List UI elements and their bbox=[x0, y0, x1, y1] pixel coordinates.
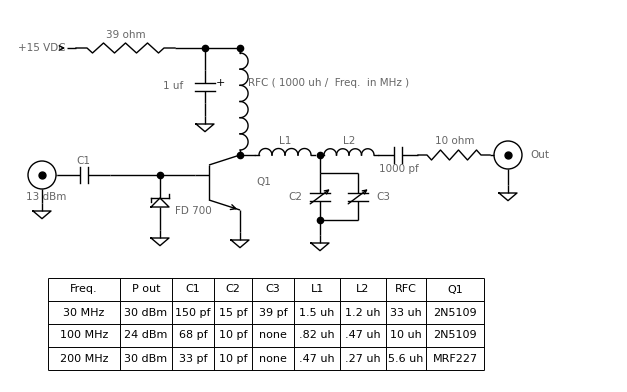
Text: C2: C2 bbox=[288, 192, 302, 201]
Text: 33 pf: 33 pf bbox=[179, 354, 208, 363]
Text: +: + bbox=[215, 78, 224, 87]
Text: L1: L1 bbox=[310, 285, 324, 294]
Text: 13 dBm: 13 dBm bbox=[26, 192, 66, 202]
Text: C3: C3 bbox=[376, 192, 390, 201]
Text: C1: C1 bbox=[186, 285, 201, 294]
Text: +15 VDC: +15 VDC bbox=[18, 43, 66, 53]
Text: .47 uh: .47 uh bbox=[345, 330, 381, 341]
Text: 200 MHz: 200 MHz bbox=[60, 354, 108, 363]
Text: 68 pf: 68 pf bbox=[179, 330, 208, 341]
Text: 1000 pf: 1000 pf bbox=[379, 164, 419, 174]
Text: 150 pf: 150 pf bbox=[176, 307, 211, 318]
Text: Out: Out bbox=[530, 150, 549, 160]
Text: 10 pf: 10 pf bbox=[219, 330, 247, 341]
Text: .82 uh: .82 uh bbox=[299, 330, 335, 341]
Text: FD 700: FD 700 bbox=[175, 205, 212, 216]
Text: Q1: Q1 bbox=[256, 177, 271, 187]
Text: 2N5109: 2N5109 bbox=[433, 330, 477, 341]
Text: P out: P out bbox=[132, 285, 161, 294]
Text: 1 uf: 1 uf bbox=[163, 81, 183, 91]
Text: none: none bbox=[259, 354, 287, 363]
Text: 1.5 uh: 1.5 uh bbox=[299, 307, 335, 318]
Text: MRF227: MRF227 bbox=[433, 354, 478, 363]
Text: L2: L2 bbox=[356, 285, 370, 294]
Text: .27 uh: .27 uh bbox=[345, 354, 381, 363]
Text: 33 uh: 33 uh bbox=[390, 307, 422, 318]
Text: C2: C2 bbox=[226, 285, 240, 294]
Text: 30 dBm: 30 dBm bbox=[124, 354, 167, 363]
Text: 39 ohm: 39 ohm bbox=[106, 30, 145, 40]
Text: Freq.: Freq. bbox=[70, 285, 98, 294]
Text: 24 dBm: 24 dBm bbox=[124, 330, 167, 341]
Text: 30 MHz: 30 MHz bbox=[63, 307, 105, 318]
Text: 2N5109: 2N5109 bbox=[433, 307, 477, 318]
Text: C3: C3 bbox=[266, 285, 280, 294]
Text: 30 dBm: 30 dBm bbox=[124, 307, 167, 318]
Text: 1.2 uh: 1.2 uh bbox=[345, 307, 381, 318]
Text: 39 pf: 39 pf bbox=[259, 307, 287, 318]
Text: 5.6 uh: 5.6 uh bbox=[388, 354, 424, 363]
Text: L2: L2 bbox=[343, 136, 355, 146]
Text: RFC ( 1000 uh /  Freq.  in MHz ): RFC ( 1000 uh / Freq. in MHz ) bbox=[248, 78, 409, 88]
Text: C1: C1 bbox=[76, 156, 90, 166]
Text: none: none bbox=[259, 330, 287, 341]
Text: 10 pf: 10 pf bbox=[219, 354, 247, 363]
Text: 10 uh: 10 uh bbox=[390, 330, 422, 341]
Text: RFC: RFC bbox=[395, 285, 417, 294]
Text: L1: L1 bbox=[279, 136, 291, 146]
Text: .47 uh: .47 uh bbox=[299, 354, 335, 363]
Text: 10 ohm: 10 ohm bbox=[435, 136, 475, 146]
Text: 15 pf: 15 pf bbox=[219, 307, 247, 318]
Text: Q1: Q1 bbox=[447, 285, 463, 294]
Text: 100 MHz: 100 MHz bbox=[60, 330, 108, 341]
